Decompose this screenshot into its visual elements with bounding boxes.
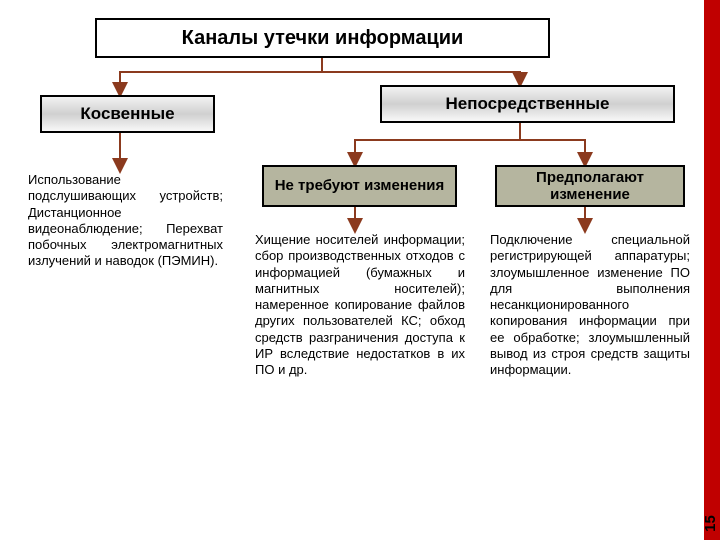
slide-accent-bar xyxy=(704,0,720,540)
text-with-change-content: Подключение специальной регистрирующей а… xyxy=(490,232,690,377)
node-direct-label: Непосредственные xyxy=(446,94,610,114)
text-indirect: Использование подслушивающих устройств; … xyxy=(28,172,223,270)
diagram-title-text: Каналы утечки информации xyxy=(182,27,464,50)
node-no-change-label: Не требуют изменения xyxy=(275,177,445,194)
node-indirect-label: Косвенные xyxy=(80,104,174,124)
diagram-title: Каналы утечки информации xyxy=(95,18,550,58)
node-indirect: Косвенные xyxy=(40,95,215,133)
text-with-change: Подключение специальной регистрирующей а… xyxy=(490,232,690,378)
node-with-change-label: Предполагают изменение xyxy=(505,169,675,204)
node-direct: Непосредственные xyxy=(380,85,675,123)
text-no-change: Хищение носителей информации; сбор произ… xyxy=(255,232,465,378)
text-no-change-content: Хищение носителей информации; сбор произ… xyxy=(255,232,465,377)
page-number: 15 xyxy=(702,515,719,532)
node-no-change: Не требуют изменения xyxy=(262,165,457,207)
text-indirect-content: Использование подслушивающих устройств; … xyxy=(28,172,223,268)
node-with-change: Предполагают изменение xyxy=(495,165,685,207)
